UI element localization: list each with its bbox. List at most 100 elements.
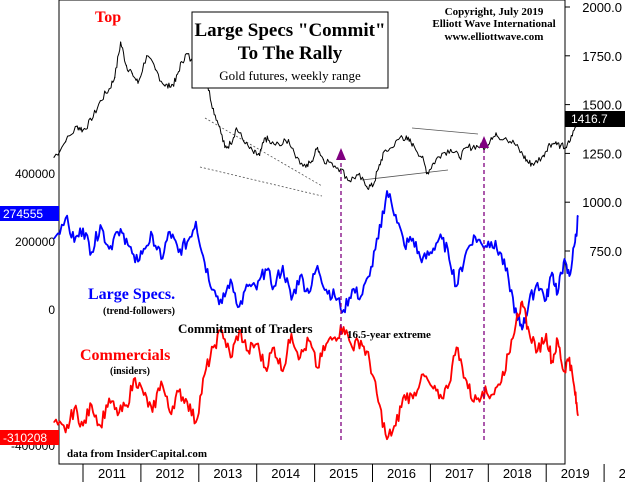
gold-price-series-point bbox=[76, 125, 78, 127]
large-specs-series-point bbox=[563, 261, 565, 263]
large-specs-series-point bbox=[568, 275, 571, 277]
gold-price-series-point bbox=[316, 146, 319, 149]
gold-price-series-point bbox=[450, 148, 452, 151]
commercials-series-point bbox=[490, 394, 492, 396]
gold-price-series-line bbox=[53, 41, 579, 190]
commercials-series-point bbox=[195, 421, 197, 423]
right-tick-label: 750.0 bbox=[589, 244, 622, 259]
gold-price-series-point bbox=[270, 143, 272, 145]
large-specs-series bbox=[53, 190, 579, 331]
gold-price-series-point bbox=[496, 135, 498, 137]
gold-price-series-point bbox=[175, 80, 177, 82]
commercials-series-point bbox=[273, 346, 275, 348]
large-specs-series-point bbox=[325, 289, 327, 291]
large-specs-series-point bbox=[536, 282, 539, 284]
x-tick-label: 2017 bbox=[445, 466, 474, 481]
commercials-series-point bbox=[421, 374, 423, 376]
large-specs-series-point bbox=[160, 258, 162, 260]
gold-price-series-point bbox=[224, 146, 226, 149]
large-specs-series-point bbox=[522, 326, 524, 328]
gold-price-series-point bbox=[137, 82, 139, 84]
large-specs-series-point bbox=[99, 224, 101, 226]
gold-price-series-point bbox=[253, 152, 255, 154]
large-specs-series-point bbox=[421, 261, 423, 263]
gold-price-series-point bbox=[542, 154, 544, 156]
commercials-last-label: -310208 bbox=[3, 431, 47, 445]
cot-title: Commitment of Traders bbox=[178, 321, 313, 336]
x-tick-label: 2012 bbox=[155, 466, 184, 481]
large-specs-series-point bbox=[369, 275, 371, 277]
gold-downtrend-channel bbox=[199, 117, 479, 197]
gold-price-series-point bbox=[180, 61, 182, 63]
commercials-series-point bbox=[125, 404, 127, 406]
commercials-series-point bbox=[334, 336, 336, 338]
large-specs-series-point bbox=[508, 278, 510, 280]
large-specs-series-point bbox=[343, 309, 345, 311]
large-specs-series-point bbox=[53, 238, 55, 240]
gold-price-series-point bbox=[146, 55, 148, 57]
gold-price-series-point bbox=[421, 156, 423, 158]
large-specs-series-point bbox=[195, 221, 197, 223]
copyright-text: Copyright, July 2019 bbox=[445, 6, 544, 18]
gold-price-series-point bbox=[287, 139, 290, 141]
large-specs-series-point bbox=[574, 241, 576, 243]
left-tick-label: 0 bbox=[48, 303, 55, 317]
commercials-series-point bbox=[299, 357, 301, 359]
right-tick-label: 1250.0 bbox=[582, 146, 622, 161]
large-specs-series-point bbox=[429, 251, 431, 253]
large-specs-series-point bbox=[447, 248, 449, 250]
gold-price-series-point bbox=[322, 158, 324, 160]
gold-price-series-point bbox=[534, 162, 536, 164]
commercials-series-point bbox=[455, 346, 458, 348]
commercials-series-point bbox=[108, 397, 110, 399]
commercials-series-point bbox=[551, 360, 553, 362]
large-specs-series-point bbox=[273, 285, 275, 287]
gold-price-series-point bbox=[522, 154, 524, 156]
commercials-series-line bbox=[53, 300, 579, 441]
right-tick-label: 1750.0 bbox=[582, 49, 622, 64]
gold-price-series-point bbox=[65, 141, 67, 143]
x-tick-label: 2011 bbox=[98, 466, 126, 481]
commercials-series-point bbox=[91, 404, 93, 406]
gold-price-series-point bbox=[186, 53, 188, 55]
commercials-series-point bbox=[256, 343, 258, 345]
large-specs-series-point bbox=[65, 217, 67, 219]
right-tick-label: 1500.0 bbox=[582, 98, 622, 113]
gold-price-series-point bbox=[467, 146, 469, 149]
gold-price-series-point bbox=[476, 145, 478, 147]
gold-price-series-point bbox=[490, 137, 492, 139]
extreme-arrows bbox=[336, 136, 489, 440]
gold-price-series-point bbox=[311, 160, 313, 162]
large-specs-series-point bbox=[73, 241, 75, 243]
gold-price-series-point bbox=[230, 143, 232, 145]
right-price-axis: 2000.0 1750.0 1500.0 1250.0 1000.0 750.0 bbox=[565, 0, 622, 259]
gold-price-series-point bbox=[366, 186, 368, 188]
large-specs-series-point bbox=[490, 241, 492, 243]
commercials-series-point bbox=[99, 425, 101, 427]
channel-upper-line bbox=[204, 117, 323, 187]
gold-price-series-point bbox=[154, 68, 156, 71]
large-specs-series-point bbox=[108, 248, 110, 250]
gold-price-series-point bbox=[505, 137, 507, 139]
large-specs-series-point bbox=[238, 306, 240, 308]
large-specs-series-point bbox=[403, 244, 405, 246]
large-specs-series-point bbox=[557, 292, 559, 294]
gold-price-series-point bbox=[82, 129, 84, 131]
large-specs-last-box bbox=[0, 206, 59, 221]
gold-price-series-point bbox=[244, 143, 246, 145]
commercials-series-point bbox=[395, 425, 397, 427]
gold-price-series-point bbox=[392, 146, 394, 149]
large-specs-series-point bbox=[455, 285, 458, 287]
gold-price-series-point bbox=[406, 139, 408, 141]
gold-price-series-point bbox=[528, 162, 530, 164]
large-specs-series-point bbox=[117, 231, 119, 233]
gold-price-series-point bbox=[331, 162, 333, 164]
x-axis: 2011 2012 2013 2014 2015 2016 2017 2018 2019 2020 bbox=[59, 463, 625, 482]
x-tick-label: 2020 bbox=[619, 466, 625, 481]
commercials-series-point bbox=[516, 312, 518, 314]
commercials-series-point bbox=[481, 391, 484, 393]
commercials-series-point bbox=[177, 391, 180, 393]
gold-price-series-point bbox=[513, 143, 516, 145]
commercials-series-point bbox=[545, 333, 547, 335]
